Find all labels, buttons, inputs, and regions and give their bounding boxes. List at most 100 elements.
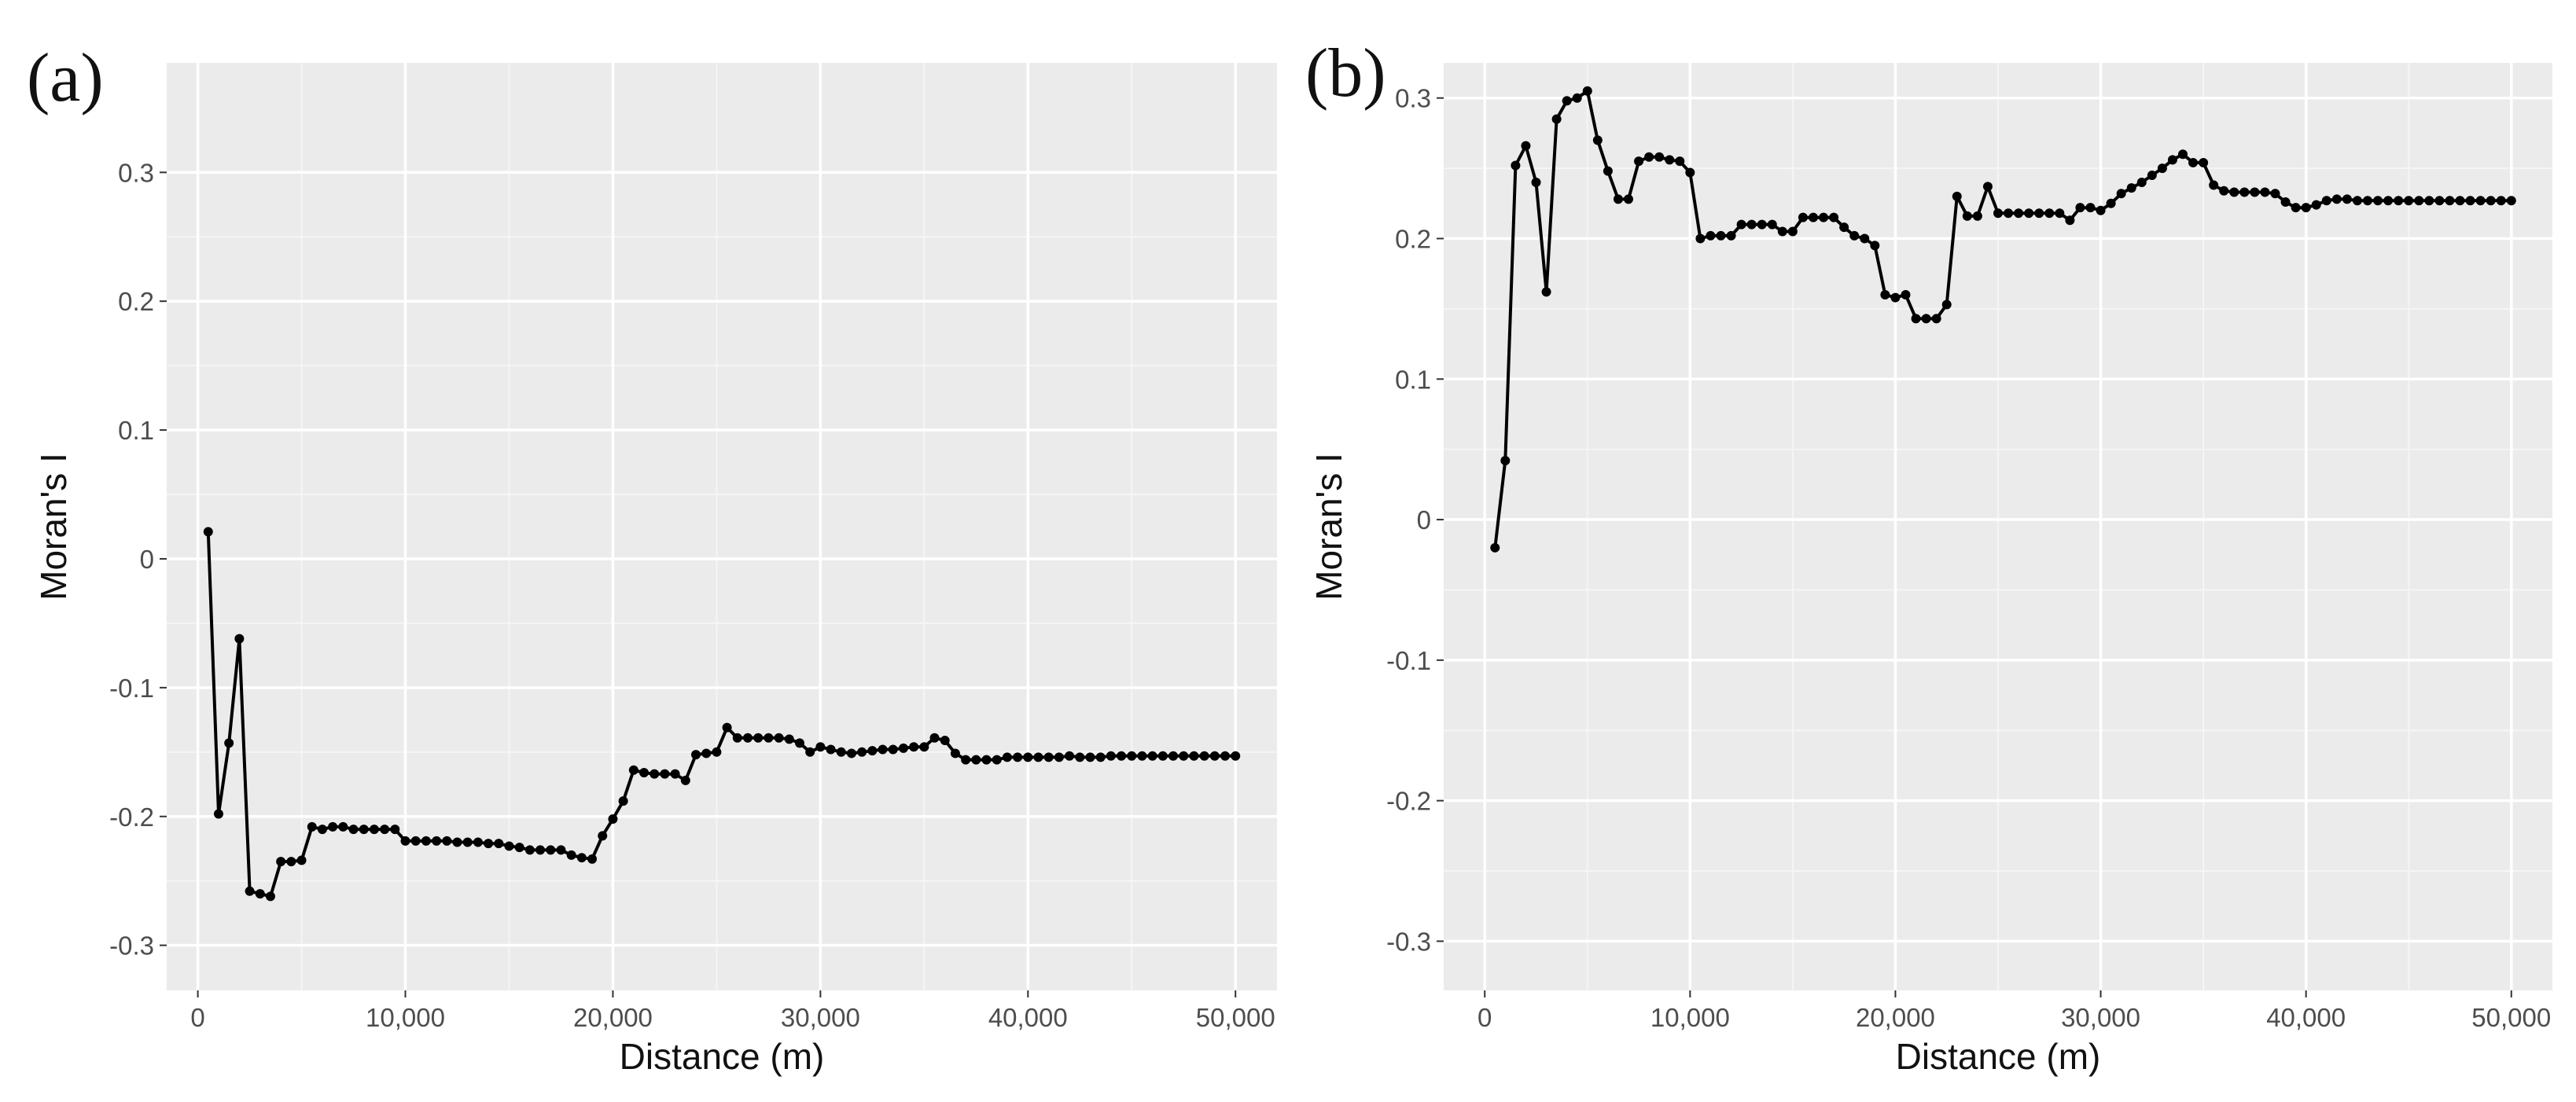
data-point	[432, 836, 442, 846]
data-point	[369, 825, 379, 835]
data-point	[1013, 752, 1023, 762]
data-point	[2229, 187, 2239, 197]
data-point	[961, 755, 971, 765]
data-point	[276, 857, 286, 867]
y-tick-label: -0.3	[109, 931, 154, 961]
data-point	[2250, 187, 2260, 197]
data-point	[2106, 198, 2116, 208]
data-point	[1654, 152, 1665, 162]
data-point	[1054, 752, 1064, 762]
series-line-b	[1493, 89, 2512, 549]
data-point	[296, 855, 307, 865]
data-point	[2260, 187, 2270, 197]
data-point	[1624, 194, 1633, 204]
data-point	[1757, 219, 1767, 230]
data-point	[255, 889, 265, 899]
data-point	[514, 843, 524, 853]
data-point	[224, 738, 234, 748]
data-point	[1767, 219, 1777, 230]
data-point	[524, 845, 535, 855]
data-point	[753, 733, 764, 743]
data-point	[1685, 167, 1695, 178]
y-axis-title-a: Moran's I	[33, 453, 74, 601]
data-point	[1675, 156, 1685, 167]
data-point	[598, 831, 608, 841]
data-point	[670, 769, 680, 779]
data-point	[929, 733, 940, 743]
data-point	[1726, 230, 1736, 241]
data-point	[742, 733, 753, 743]
data-point	[566, 850, 576, 860]
data-point	[2342, 194, 2352, 204]
series-points-a	[203, 527, 1241, 902]
data-point	[504, 841, 514, 851]
data-point	[359, 825, 369, 835]
data-point	[1592, 135, 1603, 145]
data-point	[2352, 196, 2362, 206]
data-point	[2291, 203, 2301, 213]
data-point	[650, 769, 660, 779]
y-tick-label: 0	[140, 545, 154, 574]
data-point	[1531, 177, 1541, 187]
y-tick-label: 0.2	[1395, 224, 1431, 253]
data-point	[2167, 155, 2177, 165]
data-point	[1634, 156, 1644, 167]
data-point	[1880, 290, 1890, 299]
data-point	[2486, 196, 2496, 206]
data-point	[1085, 752, 1095, 762]
data-point	[546, 845, 556, 855]
data-point	[2394, 196, 2404, 206]
data-point	[712, 747, 722, 757]
data-point	[1541, 287, 1551, 297]
x-tick-label: 50,000	[1196, 1003, 1275, 1032]
gridlines-a	[167, 63, 1277, 990]
data-point	[691, 750, 701, 760]
y-tick-label: -0.3	[1386, 927, 1431, 956]
data-point	[2044, 208, 2055, 219]
data-point	[878, 744, 888, 755]
y-tick-label: 0.1	[118, 416, 154, 445]
y-axis-b: -0.3 -0.2 -0.1 0 0.1 0.2 0.3	[1386, 84, 1444, 956]
data-point	[535, 845, 546, 855]
data-point	[2270, 189, 2280, 199]
data-point	[213, 809, 223, 819]
data-point	[1572, 93, 1582, 103]
panel-label-b: (b)	[1305, 35, 1386, 112]
data-point	[1220, 751, 1231, 761]
data-point	[1490, 542, 1500, 553]
data-point	[2331, 194, 2342, 204]
data-point	[1706, 230, 1716, 241]
data-point	[1809, 212, 1818, 222]
y-tick-label: -0.2	[109, 803, 154, 832]
data-point	[1777, 226, 1787, 237]
x-tick-label: 20,000	[1856, 1003, 1935, 1032]
data-point	[2239, 187, 2250, 197]
data-point	[1023, 752, 1033, 762]
data-point	[1137, 751, 1147, 761]
data-point	[1199, 751, 1209, 761]
data-point	[1551, 114, 1562, 124]
data-point	[348, 825, 359, 835]
data-point	[2055, 208, 2065, 219]
data-point	[1644, 152, 1654, 162]
data-point	[1870, 241, 1880, 251]
series-points-b	[1490, 86, 2516, 553]
y-axis-a: -0.3 -0.2 -0.1 0 0.1 0.2 0.3	[109, 158, 167, 961]
data-point	[421, 836, 431, 846]
data-point	[1972, 211, 1982, 221]
data-point	[410, 836, 421, 846]
data-point	[1798, 212, 1808, 222]
data-point	[1860, 233, 1870, 244]
data-point	[608, 814, 618, 825]
data-point	[245, 886, 255, 896]
y-tick-label: -0.2	[1386, 787, 1431, 816]
data-point	[2085, 203, 2096, 213]
data-point	[1665, 155, 1675, 165]
data-point	[1901, 290, 1911, 299]
data-point	[1157, 751, 1168, 761]
x-tick-label: 0	[1478, 1003, 1492, 1032]
data-point	[1106, 751, 1116, 761]
data-point	[1117, 751, 1127, 761]
data-point	[1065, 751, 1075, 761]
